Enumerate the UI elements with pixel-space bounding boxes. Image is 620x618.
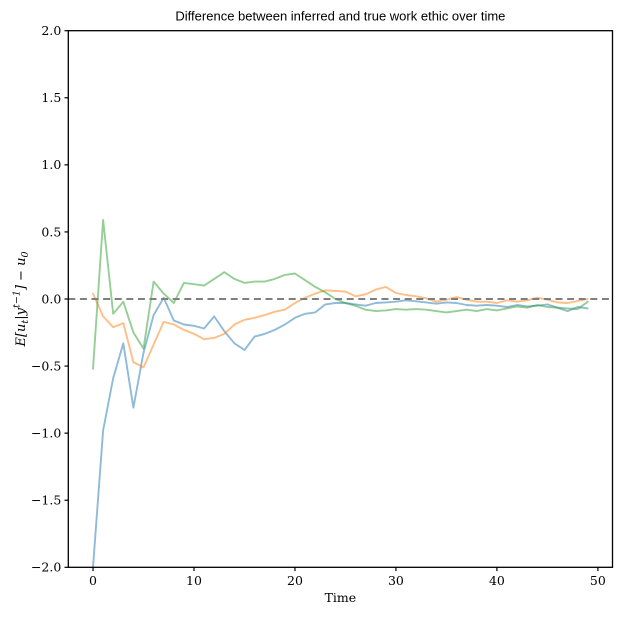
y-axis-label: E[ut|yt−1] − u0 xyxy=(12,251,32,347)
y-tick-label: 0.5 xyxy=(41,224,61,239)
y-tick-label: 0.0 xyxy=(41,291,61,306)
series-blue xyxy=(92,296,589,569)
y-tick-label: 2.0 xyxy=(41,23,61,38)
series-green xyxy=(92,218,589,370)
x-tick-label: 30 xyxy=(388,573,404,588)
y-tick-label: −2.0 xyxy=(31,560,61,575)
x-tick-label: 40 xyxy=(489,573,505,588)
x-tick-label: 50 xyxy=(590,573,606,588)
x-tick-label: 0 xyxy=(89,573,97,588)
x-tick-label: 10 xyxy=(186,573,202,588)
series-orange xyxy=(92,285,589,369)
y-tick-label: −1.0 xyxy=(31,426,61,441)
chart-title: Difference between inferred and true wor… xyxy=(175,9,505,24)
y-tick-label: −1.5 xyxy=(31,493,61,508)
x-tick-label: 20 xyxy=(287,573,303,588)
y-tick-label: 1.0 xyxy=(41,157,61,172)
x-axis-label: Time xyxy=(325,590,357,605)
axes: 0 10 20 30 40 50 −2.0 −1.5 −1.0 −0.5 0.0 0.5 1.0 1.5 2… xyxy=(31,23,614,588)
y-tick-label: 1.5 xyxy=(41,90,61,105)
plot-area xyxy=(68,218,613,569)
y-tick-label: −0.5 xyxy=(31,358,61,373)
